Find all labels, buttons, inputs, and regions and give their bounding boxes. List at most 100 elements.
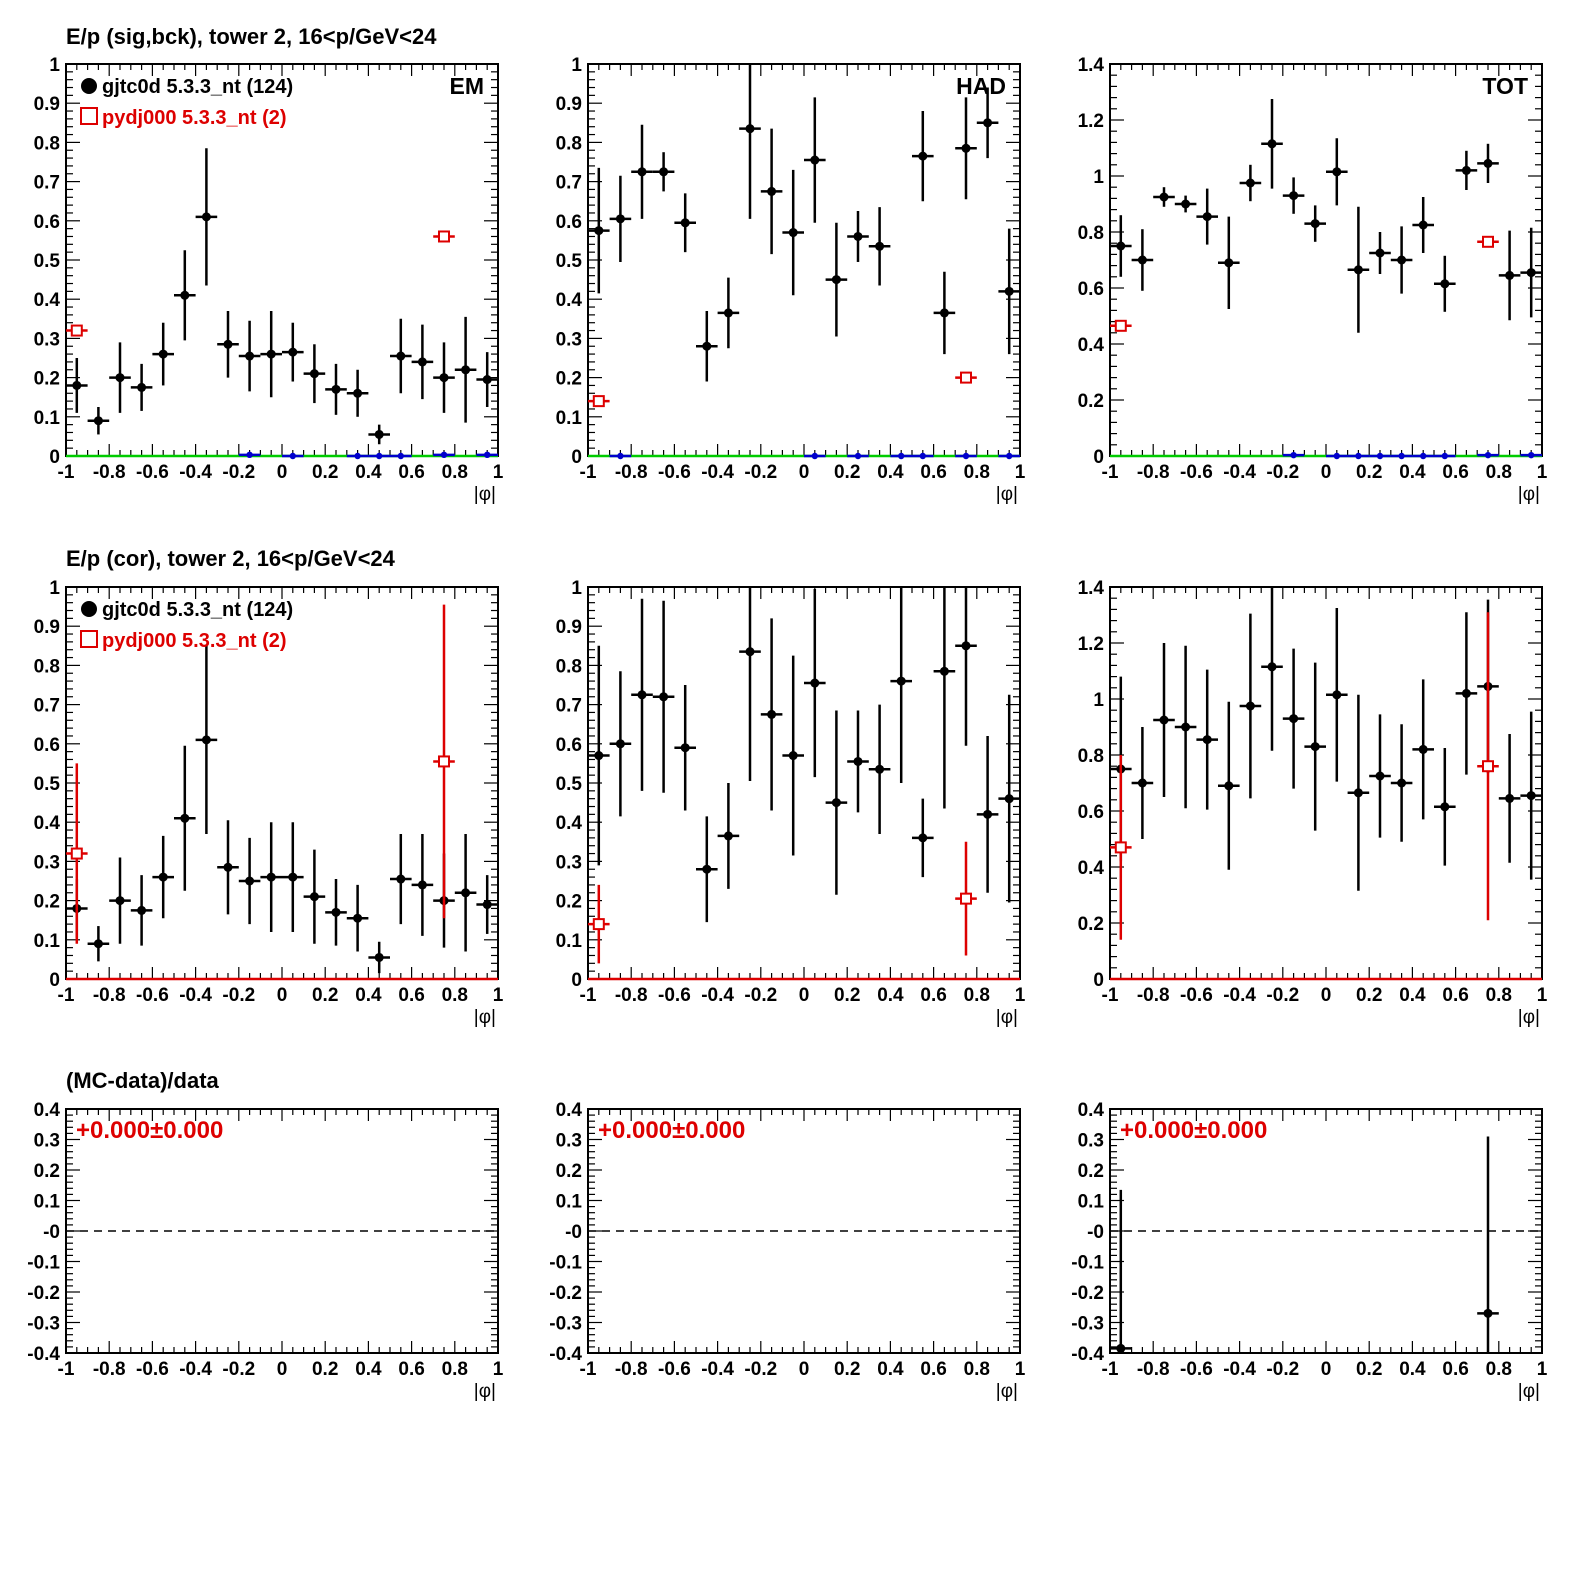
y-tick-label: -0.1 <box>27 1253 60 1274</box>
bck-point <box>246 451 253 459</box>
x-tick-label: 0 <box>1321 1359 1332 1380</box>
x-tick-label: 0.8 <box>442 462 468 483</box>
x-tick-label: 0.2 <box>1356 1359 1382 1380</box>
data-point <box>810 678 820 688</box>
y-tick-label: -0.2 <box>1071 1283 1104 1304</box>
bck-point <box>1333 452 1341 460</box>
data-point <box>158 349 168 359</box>
x-tick-label: 1 <box>1537 985 1548 1006</box>
x-tick-label: 0.6 <box>398 1359 424 1380</box>
x-tick-label: 0.4 <box>1399 985 1426 1006</box>
y-tick-label: 0.5 <box>34 774 61 795</box>
x-tick-label: 1 <box>493 1359 504 1380</box>
data-point <box>1159 715 1169 725</box>
x-tick-label: -0.6 <box>658 985 691 1006</box>
data-point <box>1267 139 1277 149</box>
bck-point <box>1376 452 1384 460</box>
data-point <box>1224 258 1234 268</box>
x-tick-label: -1 <box>58 462 75 483</box>
y-tick-label: -0.3 <box>1071 1314 1104 1335</box>
data-point <box>353 388 363 398</box>
x-tick-label: 0.8 <box>964 1359 990 1380</box>
panel-sig-em: -1 -0.8 -0.6 -0.4 -0.2 0 0.2 0.4 0.6 0.8 1|φ|00.10… <box>34 55 504 505</box>
legend-mc-marker <box>80 630 98 648</box>
x-tick-label: -0.2 <box>1266 1359 1299 1380</box>
y-tick-label: 1.4 <box>1078 55 1105 76</box>
x-tick-label: 0.4 <box>355 462 382 483</box>
x-tick-label: -0.8 <box>93 1359 126 1380</box>
data-point <box>723 831 733 841</box>
data-point <box>810 155 820 165</box>
x-tick-label: 0 <box>799 985 810 1006</box>
x-tick-label: 0.6 <box>920 985 946 1006</box>
data-point <box>1202 735 1212 745</box>
x-axis-title: |φ| <box>996 1007 1018 1028</box>
data-point <box>137 905 147 915</box>
data-point <box>659 692 669 702</box>
x-tick-label: 0.8 <box>964 462 990 483</box>
x-tick-label: 0.6 <box>1442 462 1468 483</box>
data-point <box>288 347 298 357</box>
x-tick-label: 0.6 <box>1442 985 1468 1006</box>
y-tick-label: 0.1 <box>34 931 61 952</box>
data-point <box>115 373 125 383</box>
x-tick-label: 1 <box>1537 1359 1548 1380</box>
legend-data-label: gjtc0d 5.3.3_nt (124) <box>102 599 293 621</box>
x-tick-label: -1 <box>580 462 597 483</box>
data-point <box>1004 286 1014 296</box>
data-point <box>788 228 798 238</box>
y-tick-label: 1 <box>571 578 582 599</box>
bck-point <box>854 452 862 460</box>
data-point <box>615 214 625 224</box>
x-tick-label: 1 <box>493 985 504 1006</box>
x-tick-label: -1 <box>58 985 75 1006</box>
x-tick-label: -0.8 <box>615 1359 648 1380</box>
data-point <box>723 308 733 318</box>
y-tick-label: 0.9 <box>556 617 582 638</box>
data-point <box>245 876 255 886</box>
y-tick-label: 0.8 <box>556 656 582 677</box>
data-point <box>939 666 949 676</box>
y-tick-label: 0 <box>1093 970 1104 991</box>
y-tick-label: 0 <box>571 447 582 468</box>
panel-sig-tot: -1 -0.8 -0.6 -0.4 -0.2 0 0.2 0.4 0.6 0.8 1|φ|00.20… <box>1078 55 1548 505</box>
x-tick-label: -0.4 <box>179 462 212 483</box>
x-tick-label: 0.2 <box>834 462 860 483</box>
data-point <box>223 339 233 349</box>
bck-point <box>1006 452 1013 460</box>
y-tick-label: 1.2 <box>1078 634 1104 655</box>
y-tick-label: -0.4 <box>27 1344 60 1365</box>
x-tick-label: 0.6 <box>1442 1359 1468 1380</box>
panels-group: -1 -0.8 -0.6 -0.4 -0.2 0 0.2 0.4 0.6 0.8 1 |φ| 0 0.1 0… <box>27 55 1547 1402</box>
data-point <box>72 380 82 390</box>
data-point <box>223 862 233 872</box>
data-point <box>1310 219 1320 229</box>
bck-point <box>289 452 296 460</box>
plot-frame <box>1109 63 1543 457</box>
data-point <box>680 743 690 753</box>
ratio-point <box>1116 1343 1126 1353</box>
y-tick-label: -0.4 <box>1071 1344 1104 1365</box>
x-tick-label: -0.8 <box>1137 462 1170 483</box>
data-point <box>266 872 276 882</box>
data-point <box>180 813 190 823</box>
data-point <box>1004 794 1014 804</box>
data-point <box>396 351 406 361</box>
data-point <box>853 756 863 766</box>
data-point <box>767 186 777 196</box>
x-tick-label: -0.2 <box>222 1359 255 1380</box>
data-point <box>853 231 863 241</box>
y-tick-label: 1.4 <box>1078 578 1105 599</box>
legend-data-marker <box>81 78 97 94</box>
data-point <box>1181 199 1191 209</box>
x-tick-label: -0.6 <box>136 1359 169 1380</box>
y-tick-label: -0 <box>565 1222 582 1243</box>
data-point <box>245 351 255 361</box>
x-tick-label: 0.4 <box>1399 1359 1426 1380</box>
data-point <box>875 241 885 251</box>
data-point <box>896 676 906 686</box>
data-point <box>309 892 319 902</box>
bck-point <box>1441 452 1449 460</box>
x-tick-label: 1 <box>1015 1359 1026 1380</box>
x-tick-label: -0.2 <box>744 985 777 1006</box>
